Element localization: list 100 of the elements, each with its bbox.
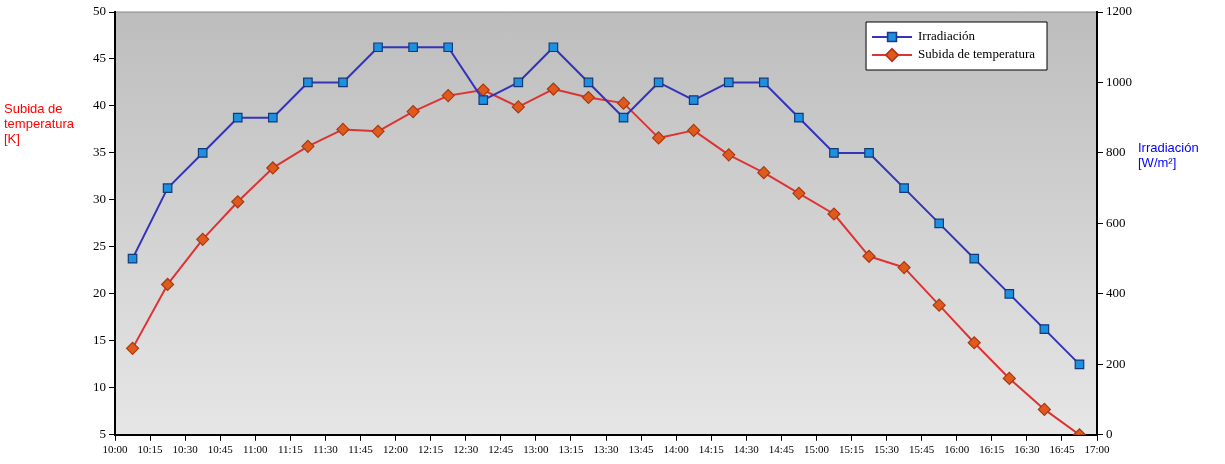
point <box>266 161 280 175</box>
x-tick-label: 12:15 <box>418 443 444 456</box>
point <box>303 77 313 88</box>
point <box>1074 359 1085 370</box>
x-tick-label: 11:00 <box>242 443 269 456</box>
x-tick-label: 11:45 <box>348 443 374 456</box>
y-tick-label: 20 <box>93 285 106 301</box>
point <box>267 112 278 123</box>
point <box>652 131 666 145</box>
x-tick-label: 14:30 <box>733 443 760 456</box>
point <box>1037 402 1051 417</box>
x-tick-label: 16:15 <box>979 443 1005 456</box>
point <box>723 77 734 88</box>
point <box>373 42 383 53</box>
point <box>476 83 490 97</box>
point <box>548 42 559 53</box>
point <box>862 249 876 263</box>
y2-tick-label: 0 <box>1106 426 1113 442</box>
point <box>687 123 701 137</box>
point <box>1002 371 1016 386</box>
point <box>969 253 980 264</box>
point <box>408 42 418 53</box>
point <box>301 139 315 153</box>
x-tick-label: 13:45 <box>628 443 655 456</box>
x-tick-label: 11:15 <box>278 443 304 456</box>
x-tick-label: 10:00 <box>102 443 129 456</box>
x-tick-label: 15:30 <box>874 443 900 456</box>
point <box>864 148 874 158</box>
x-tick-label: 13:30 <box>593 443 620 456</box>
y2-tick-label: 1000 <box>1106 73 1132 89</box>
x-tick-label: 11:30 <box>313 443 339 456</box>
point <box>161 277 175 292</box>
point <box>478 95 489 105</box>
point <box>932 298 946 312</box>
x-tick-label: 12:30 <box>453 443 479 456</box>
point <box>197 148 208 158</box>
x-tick-label: 17:00 <box>1084 443 1111 456</box>
x-tick-label: 15:15 <box>838 443 865 456</box>
point <box>406 104 420 119</box>
point <box>338 77 348 88</box>
x-tick-label: 10:15 <box>137 443 164 456</box>
point <box>616 96 631 110</box>
x-tick-label: 13:00 <box>523 443 549 456</box>
point <box>967 336 981 350</box>
x-tick-label: 14:00 <box>663 443 690 456</box>
y2-tick-label: 800 <box>1106 144 1126 160</box>
point <box>618 112 629 123</box>
y-tick-label: 15 <box>93 332 106 348</box>
x-tick-label: 10:45 <box>207 443 234 456</box>
point <box>127 253 138 264</box>
y2-tick-label: 400 <box>1106 285 1126 301</box>
point <box>897 260 911 275</box>
point <box>722 148 736 162</box>
y2-tick-label: 600 <box>1106 214 1126 230</box>
x-tick-label: 13:15 <box>558 443 584 456</box>
point <box>792 186 806 200</box>
point <box>688 95 699 105</box>
point <box>513 77 524 88</box>
x-tick-label: 16:45 <box>1049 443 1075 456</box>
y-axis-title: Subida de temperatura [K] <box>4 101 76 146</box>
x-tick-label: 15:00 <box>803 443 830 456</box>
point <box>162 183 173 194</box>
point <box>441 89 455 103</box>
point <box>829 148 839 158</box>
y-tick-label: 40 <box>93 97 106 113</box>
point <box>443 42 454 53</box>
x-tick-label: 10:30 <box>172 443 199 456</box>
y2-axis-title: Irradiación [W/m²] <box>1138 140 1200 170</box>
legend-label: Irradiación <box>918 28 976 44</box>
point <box>511 100 525 114</box>
point <box>757 166 771 180</box>
point <box>581 90 596 105</box>
point <box>758 77 769 88</box>
point <box>231 195 245 209</box>
point <box>125 341 140 355</box>
y-tick-label: 35 <box>93 144 106 160</box>
x-tick-label: 12:00 <box>383 443 409 456</box>
point <box>653 77 664 88</box>
x-tick-label: 14:45 <box>768 443 795 456</box>
y2-tick-label: 1200 <box>1106 3 1132 19</box>
x-tick-label: 14:15 <box>698 443 725 456</box>
y2-tick-label: 200 <box>1106 355 1126 371</box>
legend-label: Subida de temperatura <box>918 46 1036 62</box>
point <box>1004 289 1015 299</box>
x-tick-label: 16:00 <box>944 443 970 456</box>
x-tick-label: 16:30 <box>1014 443 1040 456</box>
point <box>827 207 841 221</box>
y-tick-label: 30 <box>93 191 106 207</box>
point <box>232 112 243 123</box>
y-tick-label: 45 <box>93 50 106 66</box>
point <box>934 218 945 229</box>
point <box>546 82 560 96</box>
point <box>794 112 804 123</box>
point <box>196 232 210 246</box>
point <box>899 183 909 194</box>
point <box>1039 324 1050 334</box>
y-tick-label: 10 <box>93 379 106 395</box>
x-tick-label: 15:45 <box>909 443 935 456</box>
point <box>336 122 350 137</box>
y-tick-label: 5 <box>99 426 106 442</box>
